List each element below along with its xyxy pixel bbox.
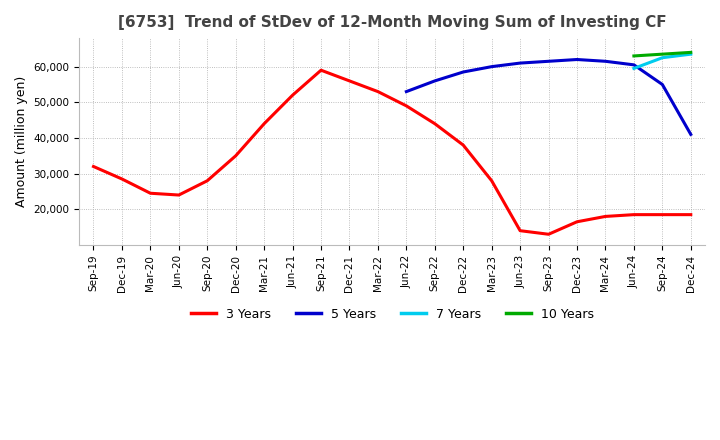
3 Years — [345, 78, 354, 84]
10 Years — [658, 51, 667, 57]
Line: 7 Years: 7 Years — [634, 54, 690, 69]
3 Years — [146, 191, 155, 196]
3 Years — [374, 89, 382, 94]
3 Years — [487, 178, 496, 183]
3 Years — [317, 68, 325, 73]
5 Years — [658, 82, 667, 87]
5 Years — [516, 60, 524, 66]
3 Years — [89, 164, 98, 169]
7 Years — [629, 66, 638, 71]
3 Years — [231, 153, 240, 158]
3 Years — [544, 231, 553, 237]
5 Years — [431, 78, 439, 84]
5 Years — [459, 70, 467, 75]
Legend: 3 Years, 5 Years, 7 Years, 10 Years: 3 Years, 5 Years, 7 Years, 10 Years — [186, 303, 599, 326]
3 Years — [174, 192, 183, 198]
10 Years — [686, 50, 695, 55]
3 Years — [658, 212, 667, 217]
5 Years — [686, 132, 695, 137]
3 Years — [629, 212, 638, 217]
3 Years — [572, 219, 581, 224]
7 Years — [686, 51, 695, 57]
3 Years — [516, 228, 524, 233]
5 Years — [629, 62, 638, 67]
5 Years — [601, 59, 610, 64]
Line: 10 Years: 10 Years — [634, 52, 690, 56]
Y-axis label: Amount (million yen): Amount (million yen) — [15, 76, 28, 207]
Line: 5 Years: 5 Years — [406, 59, 690, 134]
3 Years — [686, 212, 695, 217]
3 Years — [431, 121, 439, 126]
7 Years — [658, 55, 667, 60]
Title: [6753]  Trend of StDev of 12-Month Moving Sum of Investing CF: [6753] Trend of StDev of 12-Month Moving… — [118, 15, 667, 30]
5 Years — [402, 89, 410, 94]
3 Years — [288, 92, 297, 98]
3 Years — [601, 214, 610, 219]
3 Years — [260, 121, 269, 126]
3 Years — [459, 143, 467, 148]
5 Years — [544, 59, 553, 64]
5 Years — [572, 57, 581, 62]
3 Years — [203, 178, 212, 183]
Line: 3 Years: 3 Years — [94, 70, 690, 234]
3 Years — [117, 176, 126, 182]
3 Years — [402, 103, 410, 109]
5 Years — [487, 64, 496, 69]
10 Years — [629, 53, 638, 59]
